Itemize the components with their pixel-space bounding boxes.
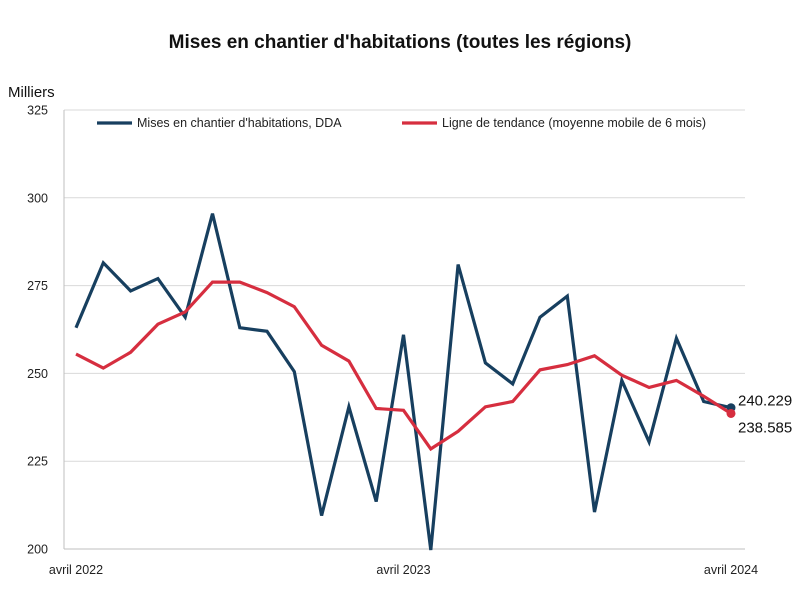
end-marker-1 [726,408,736,418]
legend-label-1: Ligne de tendance (moyenne mobile de 6 m… [442,116,706,130]
end-label-series-1: 238.585 [738,419,792,436]
series-line-0 [74,213,732,551]
end-label-series-0: 240.229 [738,393,792,410]
y-axis-ticks: 200 225 250 275 300 325 [27,104,48,557]
chart-title: Mises en chantier d'habitations (toutes … [168,32,632,53]
legend: Mises en chantier d'habitations, DDA Lign… [97,116,706,130]
gridlines [63,109,745,550]
x-tick-label-2: avril 2024 [704,563,758,577]
series-lines [74,213,736,551]
y-tick-label-300: 300 [27,191,48,205]
y-tick-label-275: 275 [27,279,48,293]
y-tick-label-225: 225 [27,455,48,469]
x-axis-ticks: avril 2022 avril 2023 avril 2024 [49,563,758,577]
x-tick-label-0: avril 2022 [49,563,103,577]
x-tick-label-1: avril 2023 [376,563,430,577]
y-tick-label-325: 325 [27,104,48,118]
end-labels: 240.229 238.585 [738,393,792,437]
y-axis-unit-label: Milliers [8,84,55,101]
y-tick-label-200: 200 [27,543,48,557]
y-tick-label-250: 250 [27,367,48,381]
series-line-1 [75,280,732,452]
legend-label-0: Mises en chantier d'habitations, DDA [137,116,342,130]
